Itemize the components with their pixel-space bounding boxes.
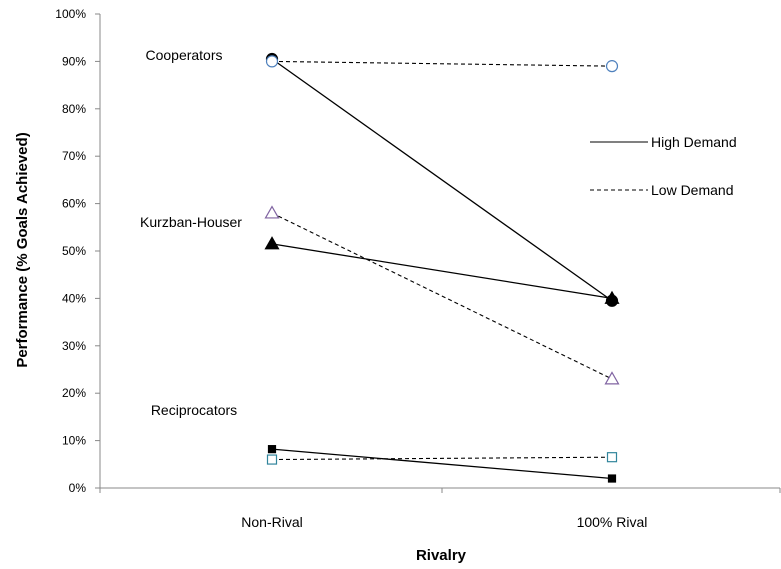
data-point-triangle bbox=[604, 371, 620, 385]
y-ticks: 0% 10% 20% 30% 40% 50% 60% 70% 80% 90% 100% bbox=[55, 7, 100, 495]
data-point-square bbox=[607, 474, 617, 483]
x-tick-label: Non-Rival bbox=[241, 514, 302, 530]
y-tick-label: 30% bbox=[62, 339, 86, 353]
y-tick-label: 90% bbox=[62, 54, 86, 68]
series-reciprocators-low bbox=[266, 452, 618, 465]
x-ticks: Non-Rival 100% Rival bbox=[99, 488, 781, 530]
y-tick-label: 100% bbox=[55, 7, 86, 21]
y-tick-label: 0% bbox=[69, 481, 87, 495]
series-reciprocators-high bbox=[267, 445, 617, 483]
y-tick-label: 10% bbox=[62, 434, 86, 448]
x-axis: Non-Rival 100% Rival bbox=[99, 487, 781, 530]
data-point-triangle bbox=[604, 290, 620, 304]
y-tick-label: 60% bbox=[62, 197, 86, 211]
data-point-triangle bbox=[264, 236, 280, 250]
x-axis-title: Rivalry bbox=[416, 547, 467, 564]
series-line bbox=[271, 58, 613, 302]
y-tick-label: 20% bbox=[62, 386, 86, 400]
legend-label: High Demand bbox=[651, 134, 737, 150]
series-line bbox=[271, 60, 613, 67]
series-line bbox=[271, 212, 613, 380]
legend-label: Low Demand bbox=[651, 182, 734, 198]
series-kurzban-houser-low bbox=[264, 205, 620, 385]
data-point-circle bbox=[605, 60, 619, 73]
series-cooperators-low bbox=[265, 55, 619, 73]
series-line bbox=[271, 243, 613, 300]
group-label: Kurzban-Houser bbox=[140, 214, 242, 230]
group-label: Cooperators bbox=[145, 47, 222, 63]
group-annotations: Cooperators Kurzban-Houser Reciprocators bbox=[140, 47, 242, 418]
legend: High Demand Low Demand bbox=[590, 134, 737, 198]
data-point-triangle bbox=[264, 205, 280, 219]
y-tick-label: 70% bbox=[62, 149, 86, 163]
data-point-square bbox=[266, 454, 278, 465]
group-label: Reciprocators bbox=[151, 402, 237, 418]
x-tick-label: 100% Rival bbox=[577, 514, 648, 530]
series-line bbox=[271, 448, 613, 480]
y-tick-label: 40% bbox=[62, 291, 86, 305]
data-point-square bbox=[267, 445, 277, 454]
y-tick-label: 80% bbox=[62, 102, 86, 116]
y-axis: 0% 10% 20% 30% 40% 50% 60% 70% 80% 90% 100% bbox=[55, 7, 101, 495]
data-point-square bbox=[606, 452, 618, 463]
y-axis-title: Performance (% Goals Achieved) bbox=[14, 132, 31, 367]
data-point-circle bbox=[265, 55, 279, 68]
series-kurzban-houser-high bbox=[264, 236, 620, 304]
series-cooperators-high bbox=[265, 52, 619, 307]
series-line bbox=[271, 456, 613, 461]
y-tick-label: 50% bbox=[62, 244, 86, 258]
series-layer bbox=[264, 52, 620, 483]
